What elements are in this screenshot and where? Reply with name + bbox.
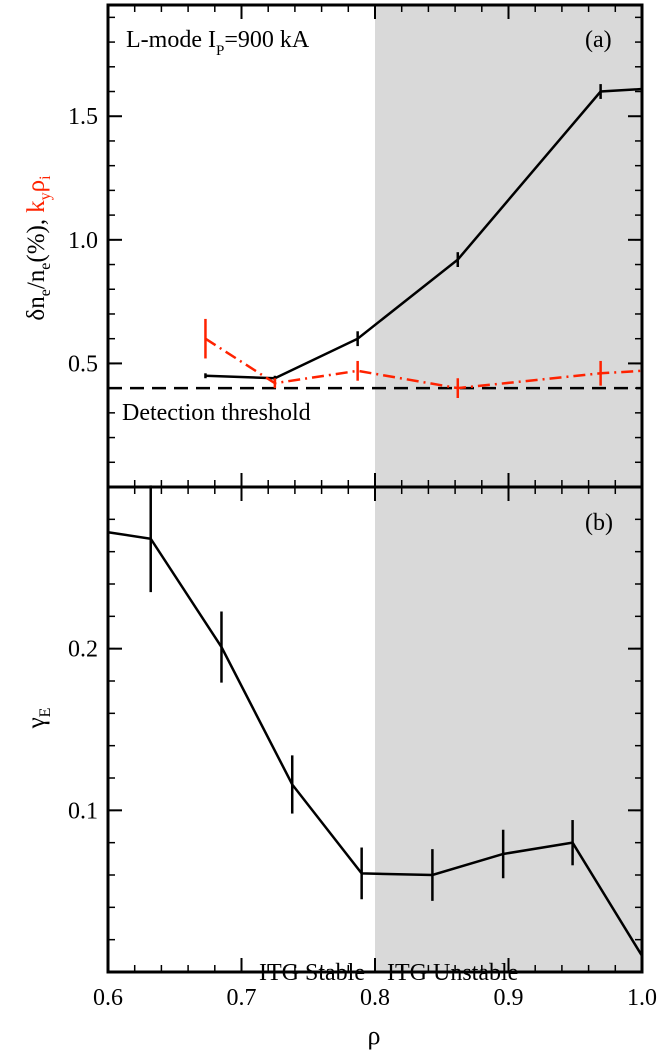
panel-b: 0.1 0.2 0.6 0.7 0.8 0.9 1.0 (b) ITG Stable IT… bbox=[23, 485, 657, 1050]
y-tick-label: 1.0 bbox=[68, 228, 98, 254]
y-tick-label: 0.5 bbox=[68, 351, 98, 377]
y-tick-label: 1.5 bbox=[68, 104, 98, 130]
panel-a-series-1-line bbox=[205, 87, 643, 380]
panel-a-itg-unstable-shade bbox=[375, 5, 642, 487]
panel-a: 0.5 1.0 1.5 L-mode IP=900 kA (a) Detection… bbox=[23, 3, 644, 489]
panel-b-y-axis-label: γE bbox=[23, 708, 54, 730]
panel-a-label: (a) bbox=[585, 27, 612, 53]
x-tick-label: 0.6 bbox=[93, 985, 123, 1011]
panel-b-label: (b) bbox=[585, 510, 613, 536]
y-tick-label: 0.2 bbox=[68, 637, 98, 663]
x-tick-label: 0.8 bbox=[360, 985, 390, 1011]
itg-stable-label: ITG Stable bbox=[259, 960, 365, 986]
panel-a-y-axis-label: δne/ne(%),kyρi bbox=[23, 175, 54, 321]
itg-unstable-label: ITG Unstable bbox=[387, 960, 518, 986]
panel-a-annotation: L-mode IP=900 kA bbox=[126, 27, 310, 59]
panel-b-ticks bbox=[107, 486, 643, 973]
x-axis-label: ρ bbox=[368, 1021, 381, 1050]
detection-threshold-label: Detection threshold bbox=[122, 400, 311, 426]
y-tick-label: 0.1 bbox=[68, 798, 98, 824]
panel-b-itg-unstable-shade bbox=[375, 487, 642, 972]
x-tick-label: 0.7 bbox=[227, 985, 257, 1011]
x-tick-label: 1.0 bbox=[627, 985, 657, 1011]
x-tick-label: 0.9 bbox=[494, 985, 524, 1011]
panel-a-series-2-line bbox=[204, 337, 643, 390]
